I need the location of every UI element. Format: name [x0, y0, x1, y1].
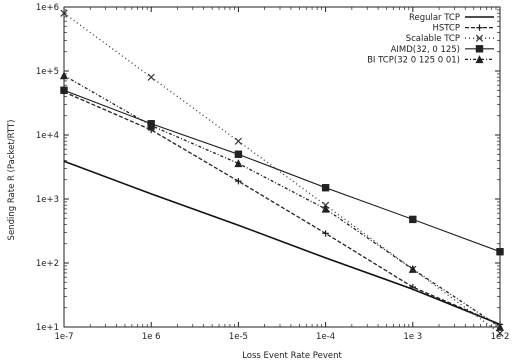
y-axis-title: Sending Rate R (Packet/RTT)	[7, 120, 17, 241]
data-point	[496, 248, 504, 256]
legend-item: Regular TCP	[409, 13, 494, 23]
x-tick-label: 1e 6	[142, 332, 161, 342]
y-tick-label: 1e+4	[36, 131, 59, 141]
x-tick-label: 1e 3	[403, 332, 422, 342]
x-axis-title: Loss Event Rate Pevent	[242, 351, 342, 361]
legend-label: BI TCP(32 0 125 0 01)	[367, 55, 460, 65]
data-point	[321, 184, 330, 192]
legend-marker	[475, 55, 484, 64]
legend-item: AIMD(32, 0 125)	[391, 45, 494, 55]
data-point	[234, 137, 243, 145]
series-2	[60, 88, 504, 328]
x-tick-label: 1e-5	[229, 332, 248, 342]
legend-label: AIMD(32, 0 125)	[391, 45, 460, 55]
y-tick-label: 1e+2	[36, 259, 59, 269]
data-point	[147, 73, 155, 81]
y-tick-label: 1e+5	[36, 67, 59, 77]
data-point	[408, 264, 417, 273]
series-line	[63, 74, 501, 328]
series-line	[63, 160, 501, 326]
legend-item: HSTCP	[432, 24, 494, 34]
y-tick-label: 1e+3	[36, 195, 59, 205]
legend-marker	[476, 24, 483, 31]
series-line	[63, 91, 501, 325]
data-point	[496, 329, 504, 337]
data-point	[234, 150, 243, 158]
data-point	[235, 177, 242, 185]
data-point	[147, 121, 156, 130]
series-line	[63, 89, 501, 253]
data-point	[409, 283, 416, 291]
data-point	[234, 159, 243, 168]
legend-item: BI TCP(32 0 125 0 01)	[367, 55, 494, 65]
legend-marker	[475, 34, 484, 42]
legend-marker	[475, 45, 484, 53]
legend-item: Scalable TCP	[406, 34, 494, 44]
data-point	[409, 215, 417, 224]
legend-label: Scalable TCP	[406, 34, 460, 44]
plot-area-border	[63, 6, 501, 328]
y-tick-label: 1e+1	[36, 323, 59, 333]
legend-label: HSTCP	[432, 24, 460, 34]
series-1	[63, 160, 501, 326]
x-tick-label: 1e-4	[316, 332, 335, 342]
legend-label: Regular TCP	[409, 13, 460, 23]
x-tick-label: 1e-7	[54, 332, 73, 342]
data-point	[59, 71, 69, 80]
data-point	[322, 230, 329, 237]
axes: 1e+1 1e+2 1e+3 1e+4 1e+5 1e+6 1e-7 1e 6 1e-5 1e-4…	[36, 3, 510, 342]
series-5	[59, 71, 505, 331]
x-tick-label: 1e 2	[491, 332, 510, 342]
series-layer	[59, 9, 505, 337]
y-tick-label: 1e+6	[36, 3, 59, 13]
data-point	[321, 204, 330, 213]
plot-frame	[63, 6, 501, 328]
